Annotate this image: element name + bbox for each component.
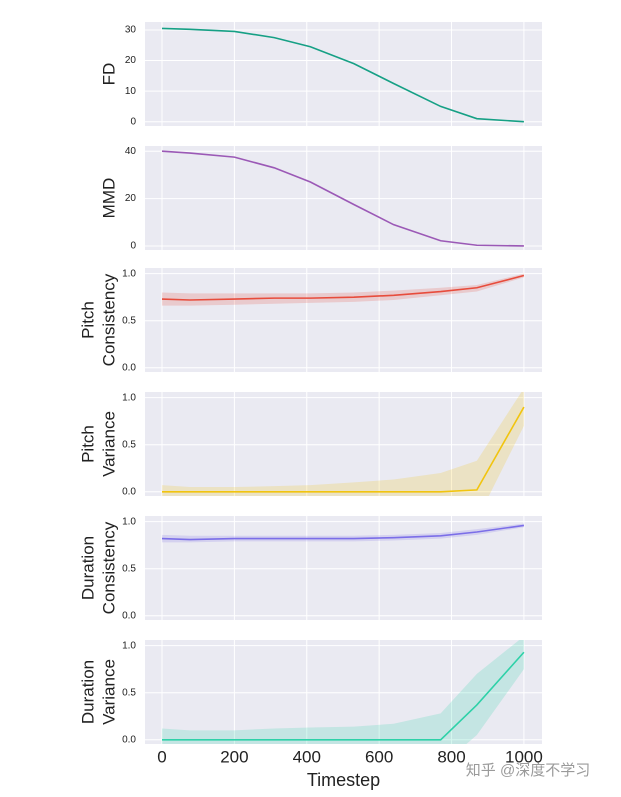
plot-area (161, 150, 524, 247)
y-axis-label: FD (99, 63, 118, 86)
y-axis-label: Pitch (78, 425, 97, 463)
x-tick-label: 800 (437, 747, 465, 766)
y-axis-label: Duration (78, 660, 97, 724)
x-axis-label: Timestep (307, 770, 380, 790)
y-tick-label: 0.0 (122, 362, 136, 373)
y-tick-label: 20 (125, 55, 137, 66)
x-tick-label: 0 (157, 747, 166, 766)
y-tick-label: 0.5 (122, 563, 136, 574)
y-tick-label: 0.0 (122, 610, 136, 621)
plot-background (145, 146, 542, 250)
confidence-band (162, 273, 524, 306)
plot-background (145, 268, 542, 372)
plot-background (145, 22, 542, 126)
plot-background (145, 516, 542, 620)
y-tick-label: 0 (130, 241, 136, 252)
y-axis-label: MMD (99, 178, 118, 219)
x-tick-label: 400 (293, 747, 321, 766)
y-tick-label: 1.0 (122, 392, 136, 403)
watermark: 知乎 @深度不学习 (466, 762, 590, 779)
y-tick-label: 0.0 (122, 734, 136, 745)
plot-background (145, 640, 542, 744)
y-axis-label: Duration (78, 536, 97, 600)
plot-area (161, 523, 525, 543)
confidence-band (162, 523, 524, 543)
line (162, 406, 525, 493)
plot-background (145, 392, 542, 496)
y-tick-label: 20 (125, 193, 137, 204)
x-tick-label: 200 (220, 747, 248, 766)
confidence-band (162, 640, 524, 744)
y-axis-label: Variance (99, 411, 118, 477)
line (162, 651, 525, 741)
y-tick-label: 0.5 (122, 687, 136, 698)
line (161, 524, 525, 541)
y-tick-label: 0.5 (122, 439, 136, 450)
y-tick-label: 1.0 (122, 268, 136, 279)
y-axis-label: Pitch (78, 301, 97, 339)
x-tick-label: 600 (365, 747, 393, 766)
confidence-band (162, 392, 524, 496)
y-tick-label: 40 (125, 146, 137, 157)
y-axis-label: Consistency (99, 521, 118, 614)
y-tick-label: 1.0 (122, 516, 136, 527)
x-tick-label: 1000 (505, 747, 543, 766)
y-tick-label: 30 (125, 25, 137, 36)
y-tick-label: 0 (130, 116, 136, 127)
line (161, 274, 525, 301)
y-tick-label: 0.0 (122, 486, 136, 497)
y-tick-label: 1.0 (122, 640, 136, 651)
y-axis-label: Variance (99, 659, 118, 725)
subplot: 0 10 20 30 FD (99, 22, 542, 127)
line (161, 150, 524, 247)
subplot: 0 20 40 MMD (99, 146, 542, 252)
plot-area (161, 273, 525, 306)
subplot: 0.0 0.5 1.0 Duration Consistency (78, 516, 542, 621)
subplot: 0.0 0.5 1.0 Pitch Variance (78, 392, 542, 497)
subplot: 0 200 400 600 800 1000 0.0 0.5 1.0 Duration Varian… (78, 640, 543, 790)
y-tick-label: 10 (125, 86, 137, 97)
line (161, 27, 524, 123)
plot-area (162, 640, 525, 744)
y-axis-label: Consistency (99, 273, 118, 366)
subplot: 0.0 0.5 1.0 Pitch Consistency (78, 268, 542, 373)
plot-area (161, 27, 524, 123)
plot-area (162, 392, 525, 496)
y-tick-label: 0.5 (122, 315, 136, 326)
